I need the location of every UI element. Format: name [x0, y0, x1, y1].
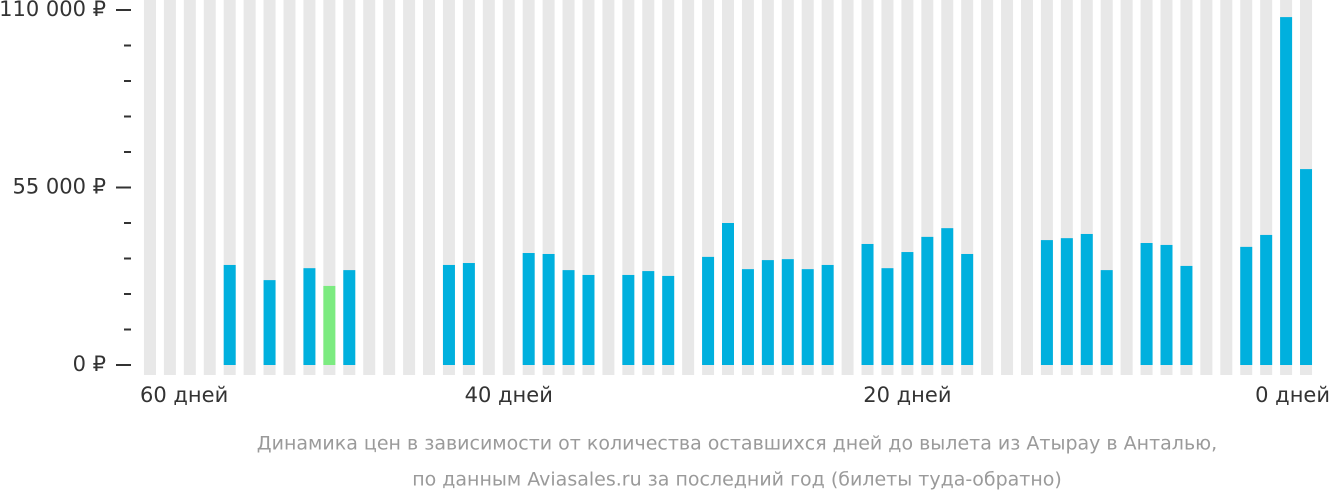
day-column	[602, 0, 615, 375]
bar	[901, 252, 914, 365]
bar	[582, 274, 595, 365]
bar	[263, 280, 276, 365]
bar	[462, 263, 475, 365]
bar	[722, 223, 734, 365]
day-column	[283, 0, 296, 375]
day-column	[423, 0, 436, 375]
day-column	[682, 0, 695, 375]
bar	[1100, 270, 1113, 365]
bar	[761, 260, 774, 365]
x-tick-label: 0 дней	[1255, 383, 1330, 407]
day-column	[1020, 0, 1033, 375]
day-column	[1200, 0, 1213, 375]
y-tick-label: 55 000 ₽	[12, 175, 106, 199]
day-column	[163, 0, 176, 375]
subtitle: Динамика цен в зависимости от количества…	[257, 433, 1217, 455]
day-column	[363, 0, 376, 375]
day-column	[383, 0, 396, 375]
bar	[961, 253, 974, 365]
bar	[1300, 169, 1313, 365]
bar	[801, 269, 814, 365]
day-column	[502, 0, 515, 375]
day-column	[1220, 0, 1233, 375]
bar	[1040, 240, 1053, 365]
day-column	[1120, 0, 1133, 375]
day-column	[841, 0, 854, 375]
bar	[781, 259, 794, 365]
bar	[542, 253, 555, 365]
bar	[1140, 243, 1153, 365]
bar	[1180, 265, 1193, 365]
bar	[1160, 244, 1173, 365]
bar	[442, 264, 455, 365]
bar	[522, 253, 535, 365]
bar	[741, 269, 754, 365]
bar	[861, 243, 874, 365]
bar	[1280, 17, 1293, 365]
day-column	[143, 0, 156, 375]
subtitle: по данным Aviasales.ru за последний год …	[412, 469, 1062, 491]
bar	[303, 268, 316, 365]
day-column	[981, 0, 994, 375]
x-tick-label: 40 дней	[465, 383, 553, 407]
bar	[343, 270, 356, 365]
bar	[622, 274, 635, 365]
day-column	[183, 0, 196, 375]
bar	[702, 256, 715, 365]
day-column	[482, 0, 495, 375]
bar	[1080, 233, 1093, 365]
x-tick-label: 20 дней	[863, 383, 951, 407]
bar	[642, 271, 655, 365]
y-tick-label: 0 ₽	[73, 352, 106, 376]
day-column	[203, 0, 216, 375]
bar	[662, 275, 675, 365]
bar	[821, 264, 834, 365]
bar	[223, 264, 236, 365]
day-column	[323, 0, 336, 375]
day-column	[1001, 0, 1014, 375]
bar	[562, 270, 575, 365]
day-column	[243, 0, 256, 375]
y-tick-label: 110 000 ₽	[0, 0, 106, 21]
bar	[941, 228, 954, 365]
bar	[1260, 234, 1273, 365]
bar	[881, 268, 894, 365]
bar	[1240, 246, 1253, 365]
bar	[921, 236, 934, 365]
day-column	[403, 0, 416, 375]
x-tick-label: 60 дней	[140, 383, 228, 407]
bar	[323, 285, 336, 365]
bar	[1060, 238, 1073, 365]
